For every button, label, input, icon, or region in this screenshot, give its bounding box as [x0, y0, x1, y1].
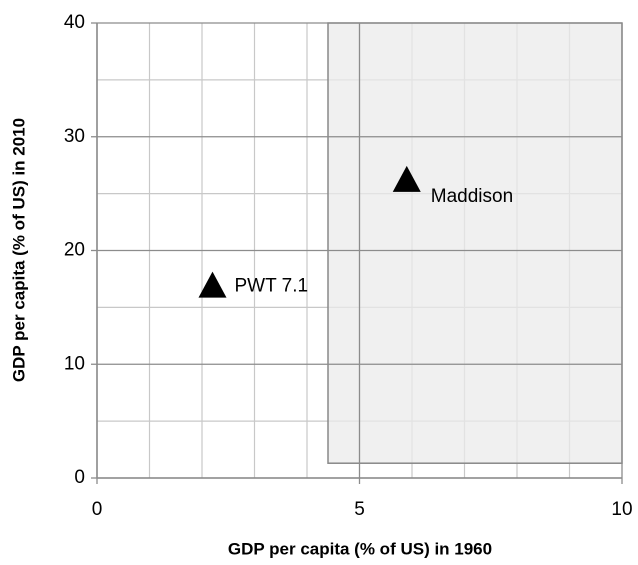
y-tick-label: 0 — [74, 467, 85, 488]
y-tick-label: 30 — [64, 126, 85, 147]
x-tick-label: 5 — [354, 499, 365, 520]
shaded-region — [327, 22, 623, 464]
x-tick-label: 0 — [92, 499, 103, 520]
data-point — [198, 271, 227, 298]
point-label: PWT 7.1 — [235, 276, 309, 297]
y-tick-label: 10 — [64, 353, 85, 374]
point-label: Maddison — [431, 186, 513, 207]
y-tick-label: 20 — [64, 240, 85, 261]
x-tick-label: 10 — [611, 499, 632, 520]
y-tick-label: 40 — [64, 12, 85, 33]
x-axis-title: GDP per capita (% of US) in 1960 — [228, 539, 492, 558]
y-axis-title: GDP per capita (% of US) in 2010 — [9, 118, 28, 382]
data-point — [392, 165, 421, 192]
